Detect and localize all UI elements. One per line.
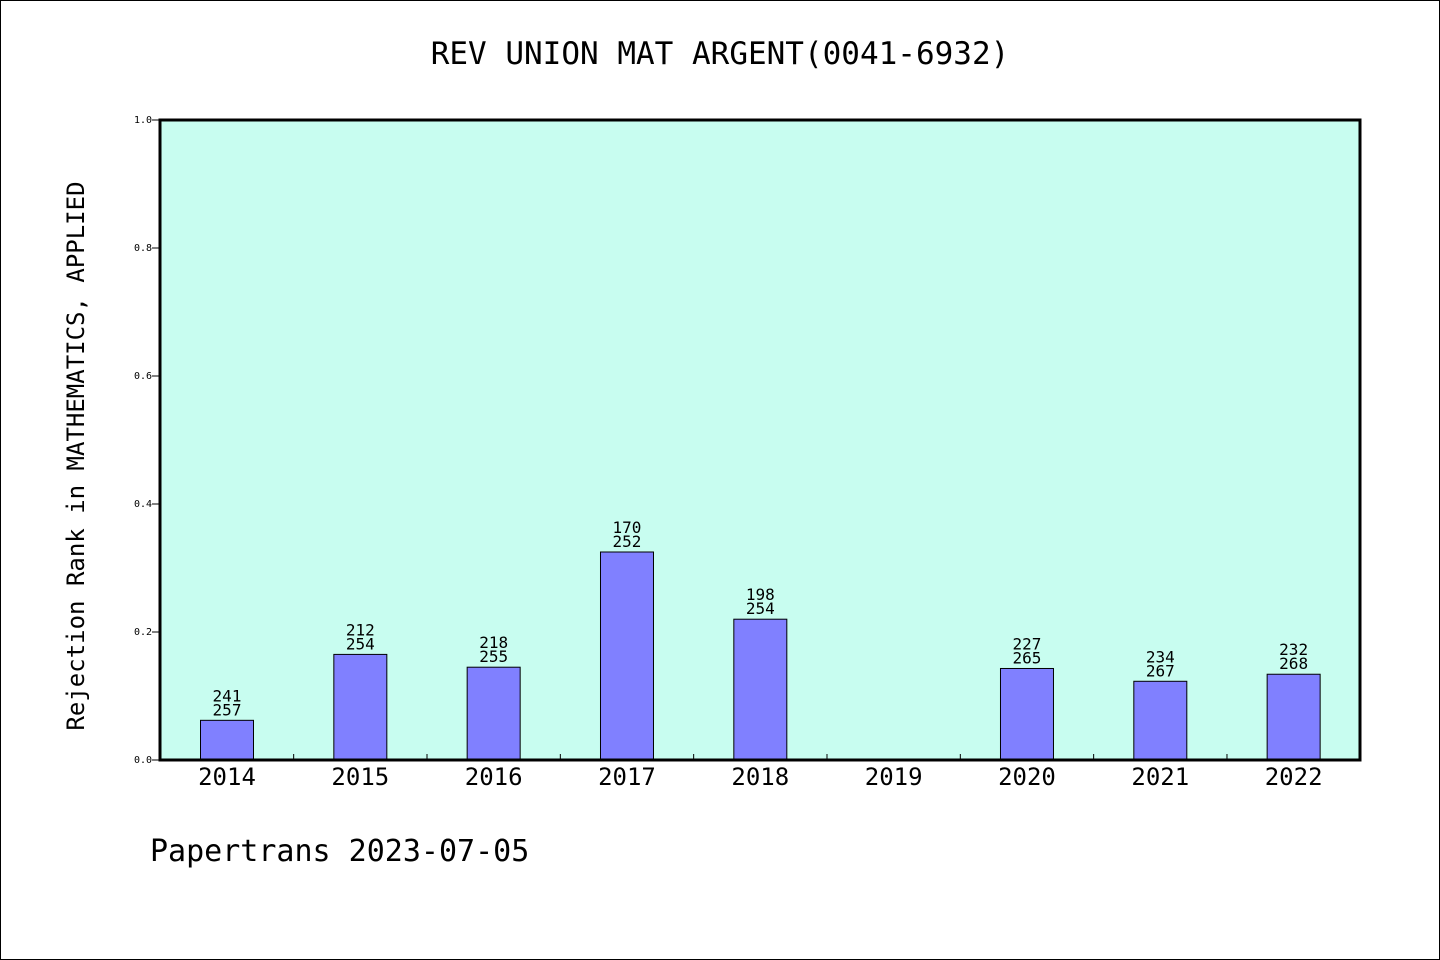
x-tick-label: 2014 [198, 763, 256, 791]
x-tick-label: 2022 [1265, 763, 1323, 791]
chart-title: REV UNION MAT ARGENT(0041-6932) [430, 36, 1010, 72]
x-tick-label: 2020 [998, 763, 1056, 791]
bar [999, 667, 1054, 761]
y-axis-ticks: 0.0 0.2 0.4 0.6 0.8 1.0 [134, 115, 160, 766]
x-tick-label: 2017 [598, 763, 656, 791]
bar-label-top: 227 [1013, 634, 1042, 653]
bar [1266, 673, 1321, 761]
y-tick-label: 0.0 [134, 755, 152, 766]
y-tick-label: 0.2 [134, 627, 152, 638]
bar-label-top: 212 [346, 620, 375, 639]
bar [1133, 680, 1188, 761]
bar-label-bottom: 255 [479, 647, 508, 666]
x-tick-label: 2016 [465, 763, 523, 791]
x-axis-ticks: 2014 2015 2016 2017 2018 2019 2020 2021 2022 [198, 754, 1323, 791]
bar-label-top: 198 [746, 585, 775, 604]
bar-label-bottom: 267 [1146, 661, 1175, 680]
bar-label-top: 241 [213, 686, 242, 705]
bar-label-bottom: 265 [1013, 648, 1042, 667]
x-tick-label: 2021 [1131, 763, 1189, 791]
x-tick-label: 2018 [731, 763, 789, 791]
y-tick-label: 0.6 [134, 371, 152, 382]
bar [466, 666, 521, 761]
bar-label-bottom: 252 [613, 532, 642, 551]
bar-label-top: 234 [1146, 647, 1175, 666]
bar-label-top: 232 [1279, 640, 1308, 659]
bar-label-top: 218 [479, 633, 508, 652]
bar-label-top: 170 [613, 518, 642, 537]
y-tick-label: 1.0 [134, 115, 152, 126]
bar-label-bottom: 268 [1279, 654, 1308, 673]
plot-border [158, 118, 1362, 762]
bar-label-bottom: 257 [213, 700, 242, 719]
bar-label-bottom: 254 [746, 599, 775, 618]
bar [733, 618, 788, 761]
y-tick-label: 0.4 [134, 499, 152, 510]
bar [333, 653, 388, 761]
bar-label-bottom: 254 [346, 634, 375, 653]
x-tick-label: 2015 [331, 763, 389, 791]
x-tick-label: 2019 [865, 763, 923, 791]
bar [200, 719, 254, 761]
bar [599, 551, 654, 761]
y-tick-label: 0.8 [134, 243, 152, 254]
footer-credit: Papertrans 2023-07-05 [150, 834, 530, 869]
